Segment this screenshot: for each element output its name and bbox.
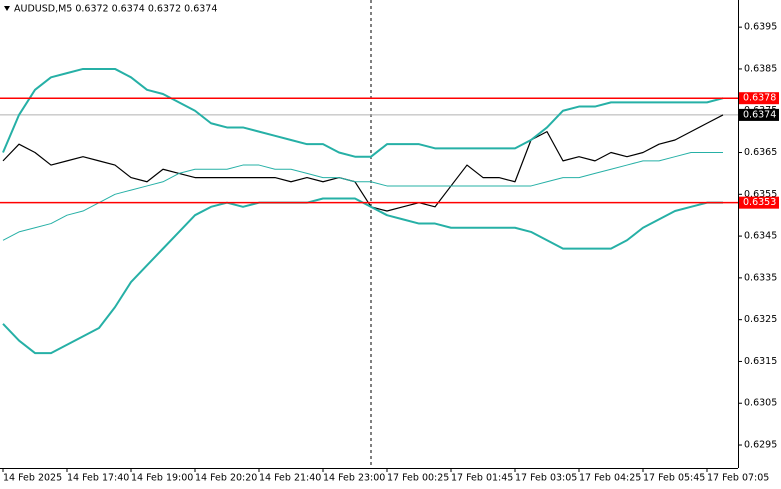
series-line — [2, 152, 723, 241]
y-tick-label: 0.6305 — [744, 398, 777, 409]
x-tick-label: 14 Feb 20:20 — [195, 473, 257, 484]
chart-title: AUDUSD,M5 0.6372 0.6374 0.6372 0.6374 — [14, 4, 217, 15]
y-tick-label: 0.6325 — [744, 314, 777, 325]
y-tick-label: 0.6295 — [744, 440, 777, 451]
x-tick-label: 17 Feb 00:25 — [387, 473, 449, 484]
price-tag — [739, 196, 779, 209]
y-tick-label: 0.6395 — [744, 22, 777, 33]
x-tick-label: 14 Feb 23:00 — [323, 473, 385, 484]
series-line — [2, 67, 724, 158]
series-line — [2, 114, 724, 212]
y-tick-label: 0.6315 — [744, 356, 777, 367]
y-tick-label: 0.6365 — [744, 147, 777, 158]
price-tag-label: 0.6378 — [743, 93, 776, 104]
x-tick-label: 17 Feb 03:05 — [515, 473, 577, 484]
y-tick-label: 0.6355 — [744, 189, 777, 200]
x-tick-label: 17 Feb 01:45 — [451, 473, 513, 484]
y-tick-label: 0.6385 — [744, 63, 777, 74]
price-tag-label: 0.6353 — [743, 197, 776, 208]
x-tick-label: 14 Feb 17:40 — [67, 473, 129, 484]
price-tag — [739, 108, 779, 121]
x-tick-label: 17 Feb 07:05 — [707, 473, 769, 484]
x-tick-label: 14 Feb 19:00 — [131, 473, 193, 484]
x-tick-label: 14 Feb 2025 — [3, 473, 62, 484]
x-tick-label: 17 Feb 04:25 — [579, 473, 641, 484]
y-tick-label: 0.6335 — [744, 272, 777, 283]
price-tag-label: 0.6374 — [743, 109, 776, 120]
price-tag — [739, 92, 779, 105]
y-tick-label: 0.6345 — [744, 231, 777, 242]
x-tick-label: 17 Feb 05:45 — [643, 473, 705, 484]
x-tick-label: 14 Feb 21:40 — [259, 473, 321, 484]
symbol-menu-icon[interactable] — [4, 6, 10, 11]
